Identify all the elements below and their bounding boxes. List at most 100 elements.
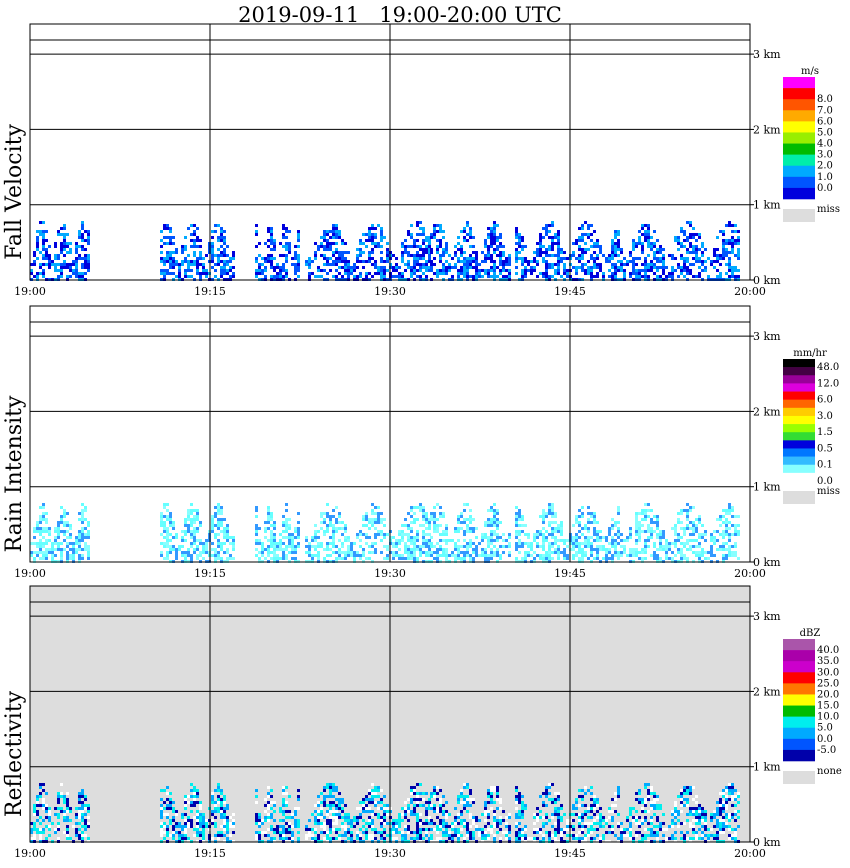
echo-pixel bbox=[273, 245, 276, 248]
echo-pixel bbox=[557, 245, 560, 248]
echo-pixel bbox=[297, 254, 300, 257]
echo-pixel bbox=[211, 518, 214, 521]
echo-pixel bbox=[572, 837, 575, 840]
echo-pixel bbox=[496, 554, 499, 557]
echo-pixel bbox=[692, 227, 695, 230]
echo-pixel bbox=[33, 263, 36, 266]
echo-pixel bbox=[383, 266, 386, 269]
echo-pixel bbox=[279, 834, 282, 837]
echo-pixel bbox=[202, 257, 205, 260]
echo-pixel bbox=[725, 272, 728, 275]
echo-pixel bbox=[614, 230, 617, 233]
echo-pixel bbox=[430, 536, 433, 539]
echo-pixel bbox=[371, 792, 374, 795]
echo-pixel bbox=[353, 557, 356, 560]
echo-pixel bbox=[425, 251, 428, 254]
echo-pixel bbox=[499, 521, 502, 524]
echo-pixel bbox=[317, 810, 320, 813]
echo-pixel bbox=[75, 834, 78, 837]
echo-pixel bbox=[647, 515, 650, 518]
echo-pixel bbox=[578, 548, 581, 551]
echo-pixel bbox=[160, 524, 163, 527]
echo-pixel bbox=[499, 242, 502, 245]
echo-pixel bbox=[466, 260, 469, 263]
echo-pixel bbox=[401, 245, 404, 248]
echo-pixel bbox=[45, 837, 48, 840]
echo-pixel bbox=[335, 227, 338, 230]
echo-pixel bbox=[211, 248, 214, 251]
echo-pixel bbox=[635, 539, 638, 542]
echo-pixel bbox=[320, 254, 323, 257]
echo-pixel bbox=[665, 551, 668, 554]
echo-pixel bbox=[499, 236, 502, 239]
echo-pixel bbox=[223, 239, 226, 242]
echo-pixel bbox=[84, 542, 87, 545]
echo-pixel bbox=[493, 837, 496, 840]
echo-pixel bbox=[196, 263, 199, 266]
echo-pixel bbox=[350, 554, 353, 557]
echo-pixel bbox=[671, 551, 674, 554]
echo-pixel bbox=[371, 825, 374, 828]
echo-pixel bbox=[332, 242, 335, 245]
echo-pixel bbox=[493, 242, 496, 245]
echo-pixel bbox=[36, 230, 39, 233]
echo-pixel bbox=[264, 260, 267, 263]
echo-pixel bbox=[466, 822, 469, 825]
echo-pixel bbox=[172, 527, 175, 530]
echo-pixel bbox=[332, 542, 335, 545]
echo-pixel bbox=[380, 539, 383, 542]
echo-pixel bbox=[542, 822, 545, 825]
echo-pixel bbox=[593, 521, 596, 524]
echo-pixel bbox=[692, 263, 695, 266]
echo-pixel bbox=[416, 831, 419, 834]
echo-pixel bbox=[674, 542, 677, 545]
echo-pixel bbox=[291, 834, 294, 837]
echo-pixel bbox=[439, 239, 442, 242]
echo-pixel bbox=[401, 242, 404, 245]
echo-pixel bbox=[542, 804, 545, 807]
echo-pixel bbox=[294, 527, 297, 530]
echo-pixel bbox=[557, 269, 560, 272]
echo-pixel bbox=[599, 816, 602, 819]
echo-pixel bbox=[187, 527, 190, 530]
echo-pixel bbox=[545, 551, 548, 554]
echo-pixel bbox=[326, 527, 329, 530]
echo-pixel bbox=[190, 512, 193, 515]
echo-pixel bbox=[425, 834, 428, 837]
echo-pixel bbox=[392, 269, 395, 272]
echo-pixel bbox=[499, 837, 502, 840]
echo-pixel bbox=[629, 272, 632, 275]
echo-pixel bbox=[267, 548, 270, 551]
echo-pixel bbox=[617, 527, 620, 530]
echo-pixel bbox=[596, 557, 599, 560]
echo-pixel bbox=[160, 542, 163, 545]
echo-pixel bbox=[184, 554, 187, 557]
echo-pixel bbox=[66, 557, 69, 560]
echo-pixel bbox=[472, 819, 475, 822]
echo-pixel bbox=[371, 248, 374, 251]
echo-pixel bbox=[184, 831, 187, 834]
echo-pixel bbox=[190, 795, 193, 798]
echo-pixel bbox=[166, 816, 169, 819]
echo-pixel bbox=[75, 272, 78, 275]
echo-pixel bbox=[181, 813, 184, 816]
echo-pixel bbox=[42, 542, 45, 545]
echo-pixel bbox=[466, 548, 469, 551]
echo-pixel bbox=[329, 230, 332, 233]
echo-pixel bbox=[199, 272, 202, 275]
echo-pixel bbox=[508, 828, 511, 831]
echo-pixel bbox=[551, 224, 554, 227]
colorbar-swatch bbox=[783, 367, 815, 376]
echo-pixel bbox=[439, 545, 442, 548]
echo-pixel bbox=[338, 837, 341, 840]
echo-pixel bbox=[273, 248, 276, 251]
echo-pixel bbox=[542, 837, 545, 840]
echo-pixel bbox=[448, 825, 451, 828]
echo-pixel bbox=[297, 245, 300, 248]
echo-pixel bbox=[469, 527, 472, 530]
echo-pixel bbox=[380, 521, 383, 524]
echo-pixel bbox=[469, 554, 472, 557]
echo-pixel bbox=[502, 254, 505, 257]
echo-pixel bbox=[433, 527, 436, 530]
echo-pixel bbox=[611, 527, 614, 530]
